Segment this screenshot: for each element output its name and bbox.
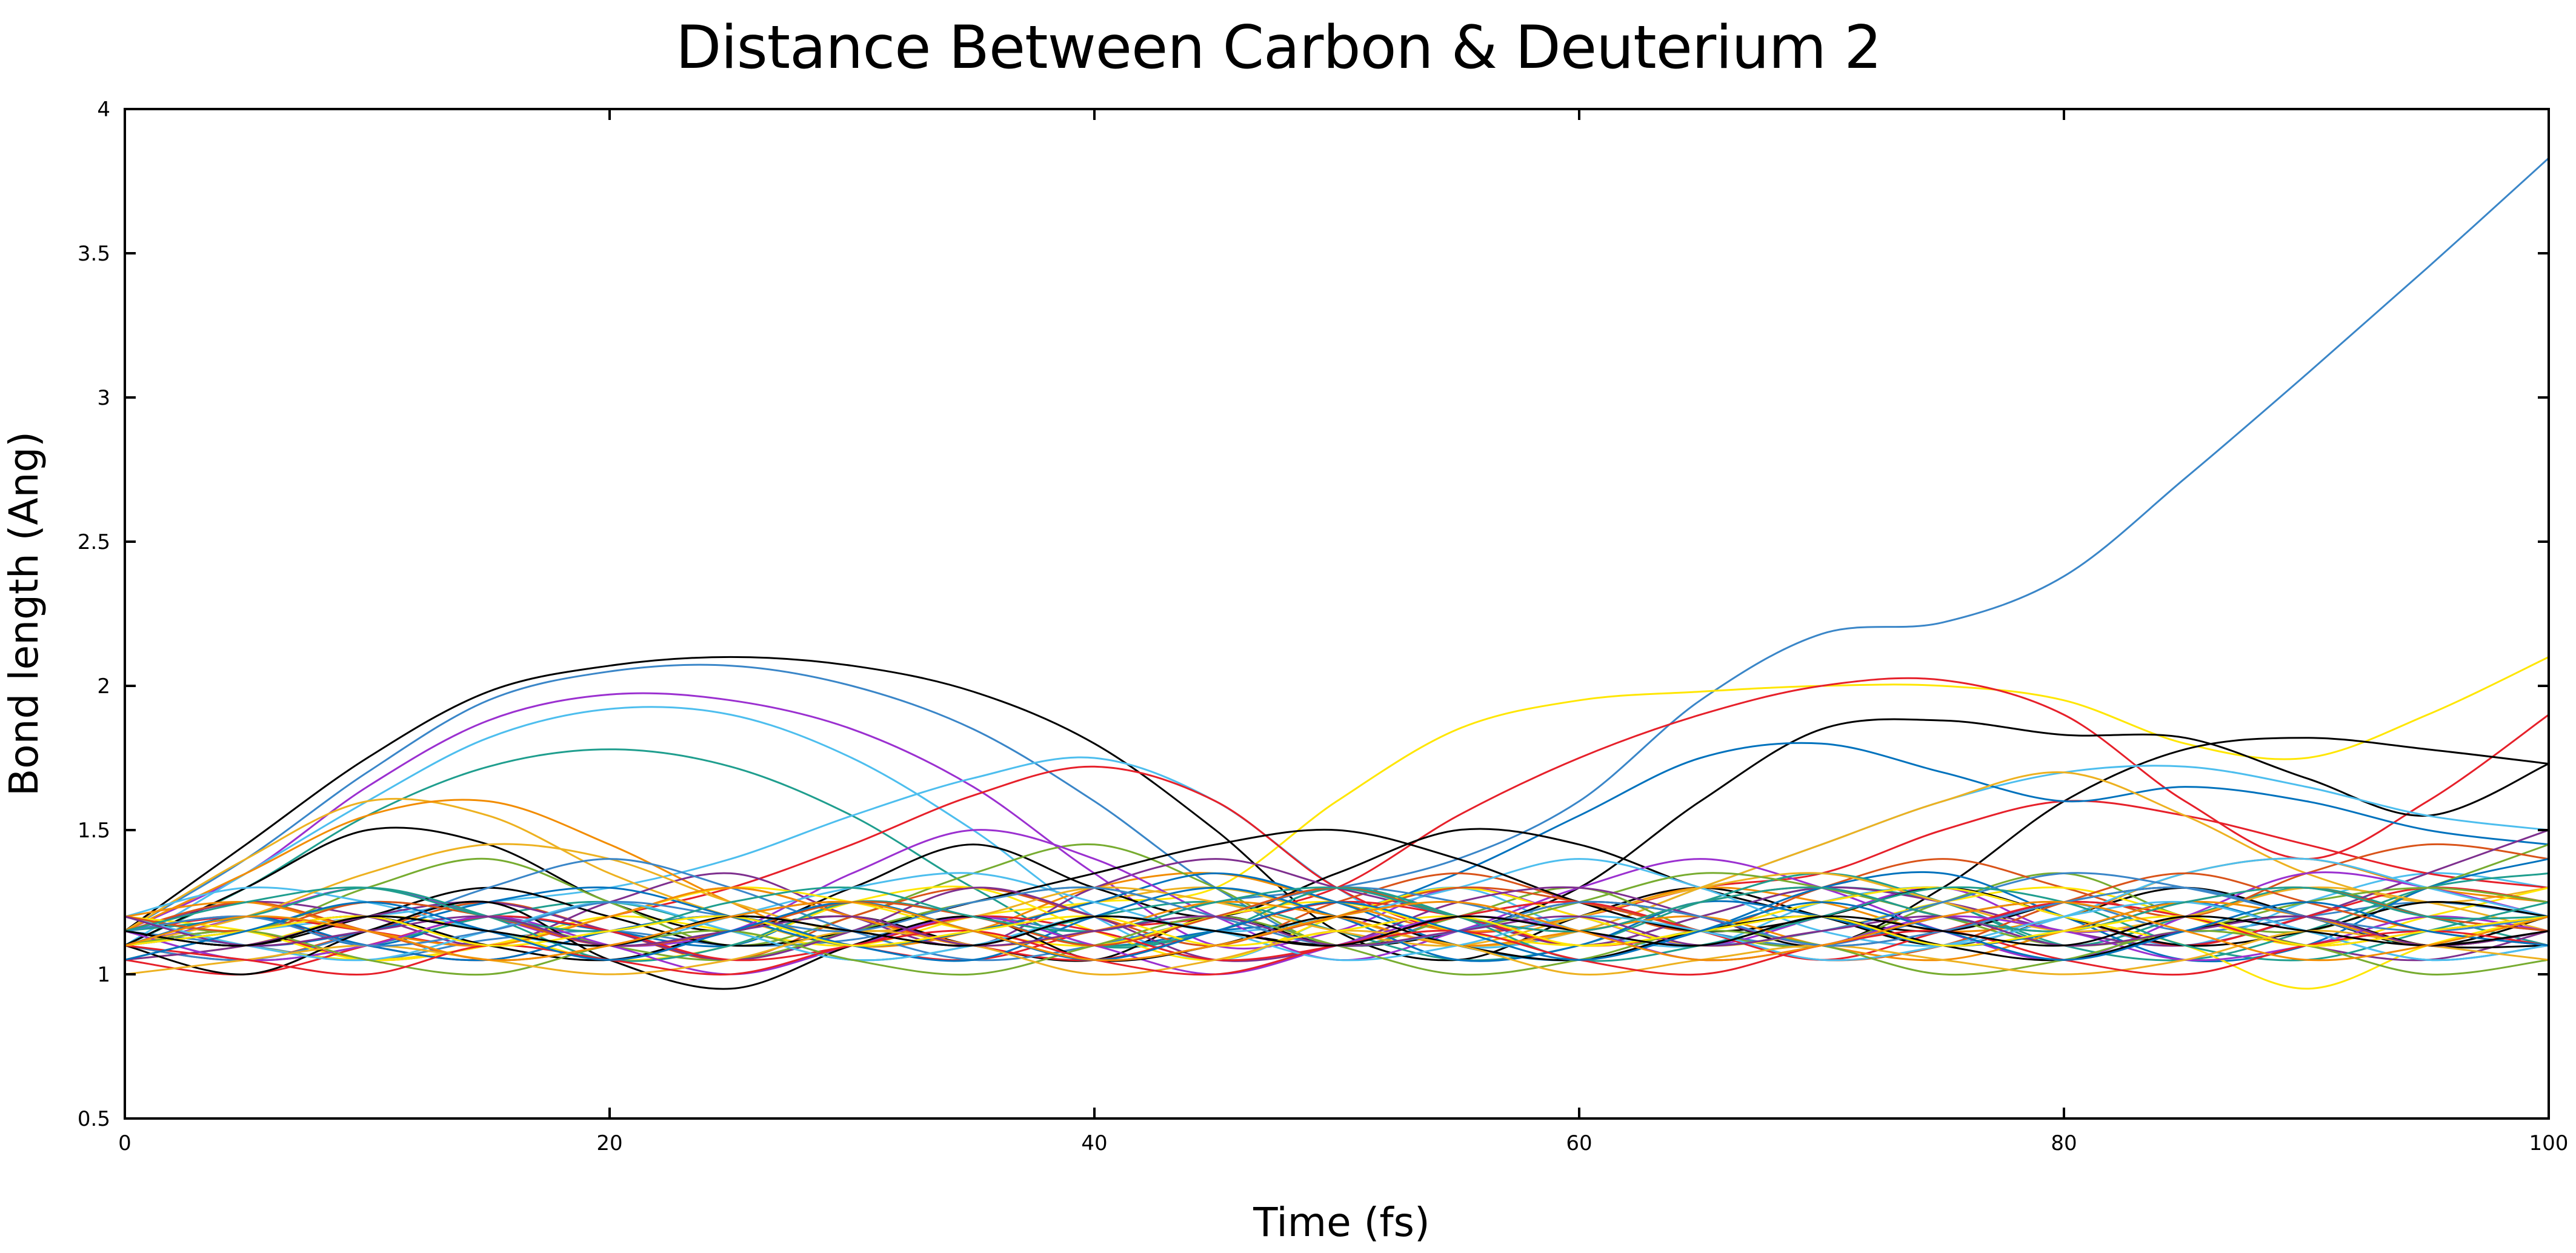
y-axis-title: Bond length (Ang) <box>1 431 47 796</box>
y-tick-label: 3.5 <box>78 242 110 266</box>
x-tick-label: 40 <box>1081 1131 1107 1155</box>
y-tick-label: 2.5 <box>78 530 110 554</box>
series-line-4 <box>124 692 2549 950</box>
x-axis-title: Time (fs) <box>1253 1199 1430 1246</box>
axis-ticks: 0 20 40 60 80 100 0.5 1 1.5 2 2.5 3 3.5 4 <box>78 98 2569 1155</box>
series-line-12 <box>124 765 2549 947</box>
plot-frame <box>124 108 2550 1120</box>
series-line-36 <box>124 886 2549 962</box>
series-lines <box>124 157 2550 990</box>
y-tick-label: 1.5 <box>78 819 110 843</box>
series-line-3 <box>124 663 2549 947</box>
y-tick-label: 2 <box>97 674 110 699</box>
x-tick-label: 80 <box>2051 1131 2077 1155</box>
y-tick-label: 1 <box>97 963 110 987</box>
series-line-33 <box>124 886 2549 962</box>
y-tick-label: 4 <box>97 98 110 122</box>
series-line-32 <box>124 886 2549 962</box>
chart-title: Distance Between Carbon & Deuterium 2 <box>676 13 1882 82</box>
series-line-9 <box>124 718 2549 962</box>
series-line-6 <box>124 748 2549 949</box>
series-line-34 <box>124 900 2549 975</box>
series-line-5 <box>124 706 2549 961</box>
series-line-35 <box>124 886 2549 962</box>
series-line-44 <box>124 929 2549 976</box>
x-tick-label: 0 <box>118 1131 131 1155</box>
series-line-2 <box>124 656 2549 962</box>
x-tick-label: 60 <box>1566 1131 1592 1155</box>
series-line-24 <box>124 886 2549 962</box>
series-line-11 <box>124 756 2549 949</box>
series-line-39 <box>124 900 2549 962</box>
series-line-47 <box>124 915 2549 947</box>
y-tick-label: 3 <box>97 386 110 410</box>
series-line-50 <box>124 900 2549 962</box>
series-line-49 <box>124 915 2549 947</box>
series-line-10 <box>124 737 2549 947</box>
series-line-45 <box>124 886 2549 932</box>
x-tick-label: 20 <box>596 1131 622 1155</box>
series-line-1 <box>124 157 2550 961</box>
x-tick-label: 100 <box>2529 1131 2569 1155</box>
series-line-48 <box>124 901 2549 961</box>
series-line-7 <box>124 656 2549 961</box>
y-tick-label: 0.5 <box>78 1107 110 1131</box>
series-line-20 <box>124 885 2549 962</box>
series-line-41 <box>124 929 2549 976</box>
